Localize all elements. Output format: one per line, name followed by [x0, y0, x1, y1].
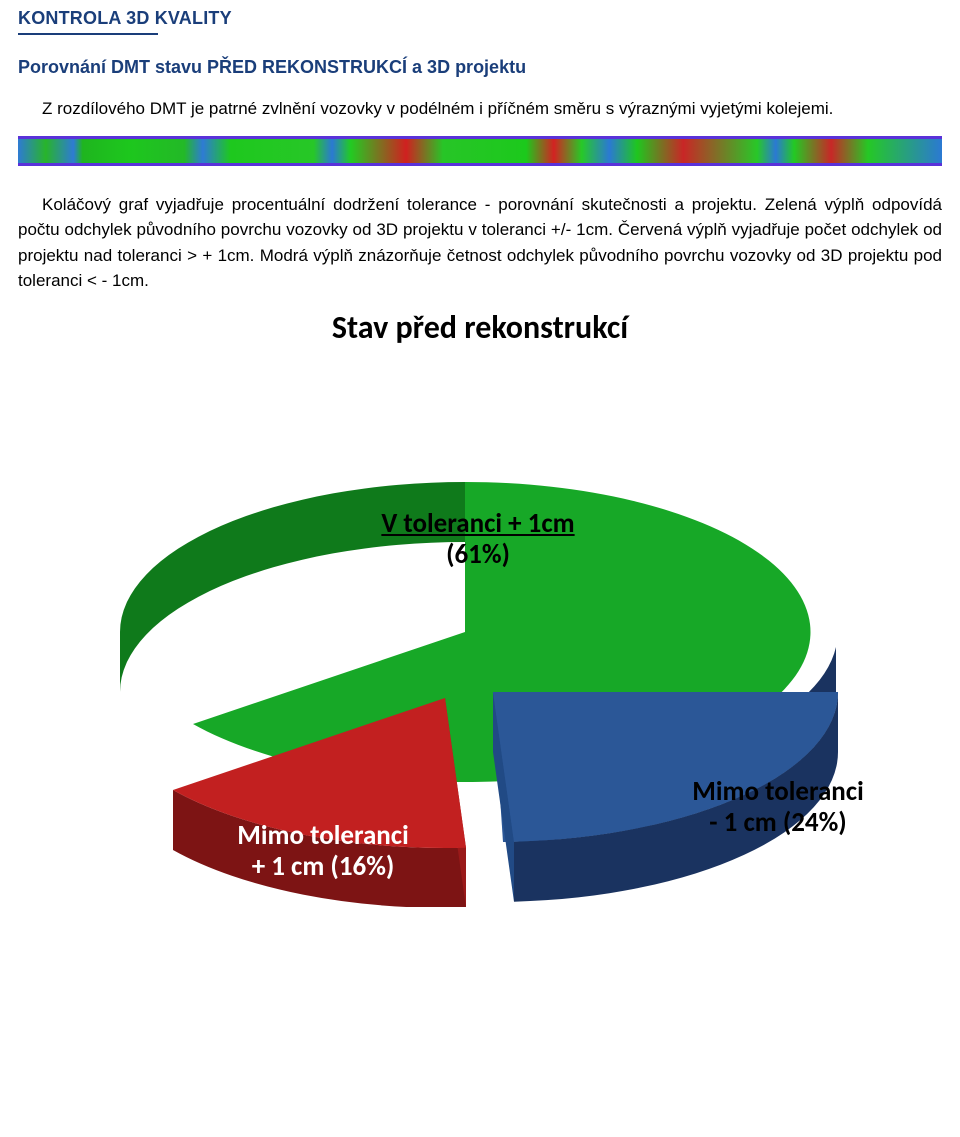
- subheading: Porovnání DMT stavu PŘED REKONSTRUKCÍ a …: [18, 57, 942, 78]
- label-in-tolerance-l1: V toleranci + 1cm: [328, 508, 628, 539]
- section-title: KONTROLA 3D KVALITY: [18, 8, 942, 29]
- chart-title: Stav před rekonstrukcí: [18, 308, 942, 347]
- label-above-tolerance-l2: + 1 cm (16%): [203, 851, 443, 882]
- label-above-tolerance-l1: Mimo toleranci: [203, 820, 443, 851]
- label-above-tolerance: Mimo toleranci + 1 cm (16%): [203, 820, 443, 882]
- paragraph-1: Z rozdílového DMT je patrné zvlnění vozo…: [18, 96, 942, 122]
- paragraph-2: Koláčový graf vyjadřuje procentuální dod…: [18, 192, 942, 294]
- dmt-strip-visual: [18, 136, 942, 166]
- pie-chart: Stav před rekonstrukcí: [18, 308, 942, 948]
- title-underline: [18, 33, 158, 35]
- label-in-tolerance: V toleranci + 1cm (61%): [328, 508, 628, 570]
- label-below-tolerance: Mimo toleranci - 1 cm (24%): [658, 776, 898, 838]
- label-below-tolerance-l1: Mimo toleranci: [658, 776, 898, 807]
- label-below-tolerance-l2: - 1 cm (24%): [658, 807, 898, 838]
- label-in-tolerance-l2: (61%): [328, 539, 628, 570]
